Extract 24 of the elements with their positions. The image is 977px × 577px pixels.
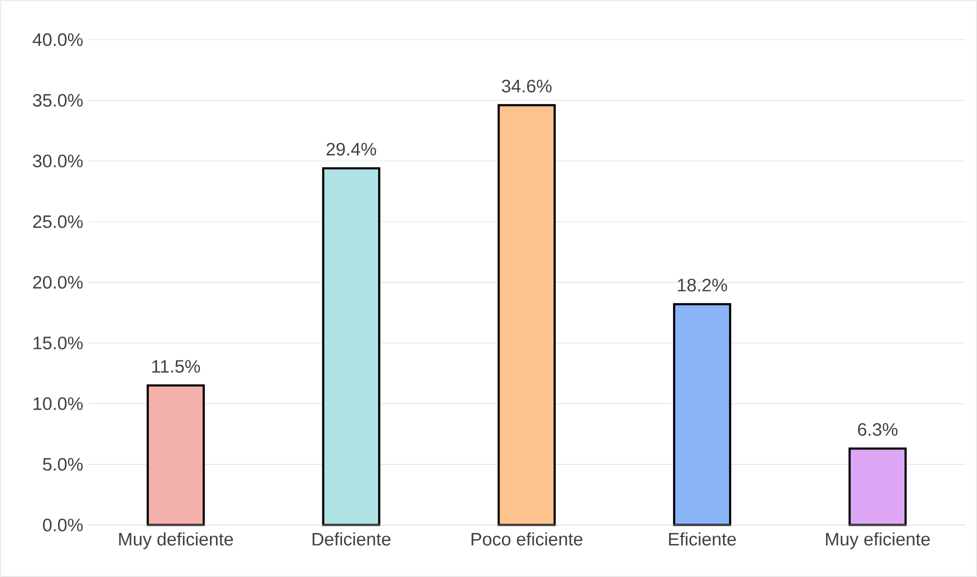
data-label: 11.5% bbox=[152, 360, 200, 373]
y-tick-label: 40.0% bbox=[32, 33, 83, 46]
x-tick-label: Eficiente bbox=[669, 532, 736, 546]
data-label: 34.6% bbox=[502, 80, 552, 92]
x-tick-label: Muy eficiente bbox=[826, 532, 930, 550]
y-tick-label: 35.0% bbox=[32, 94, 83, 107]
x-tick-label: Deficiente bbox=[312, 532, 390, 546]
x-tick-label: Poco eficiente bbox=[472, 532, 582, 546]
y-tick-label: 10.0% bbox=[34, 397, 83, 410]
data-label: 18.2% bbox=[678, 278, 728, 292]
y-tick-label: 0.0% bbox=[42, 518, 83, 532]
y-tick-label: 5.0% bbox=[42, 458, 83, 471]
y-tick-label: 30.0% bbox=[32, 154, 83, 168]
y-tick-label: 20.0% bbox=[33, 276, 83, 289]
data-label: 6.3% bbox=[858, 423, 898, 436]
x-tick-label: Muy deficiente bbox=[119, 532, 233, 550]
y-tick-label: 25.0% bbox=[33, 215, 83, 228]
data-label: 29.4% bbox=[326, 142, 376, 156]
bar bbox=[146, 384, 205, 526]
y-tick-label: 15.0% bbox=[34, 336, 83, 350]
bar bbox=[848, 447, 907, 526]
bar bbox=[673, 303, 732, 526]
bar bbox=[322, 167, 380, 526]
bar bbox=[498, 104, 556, 526]
